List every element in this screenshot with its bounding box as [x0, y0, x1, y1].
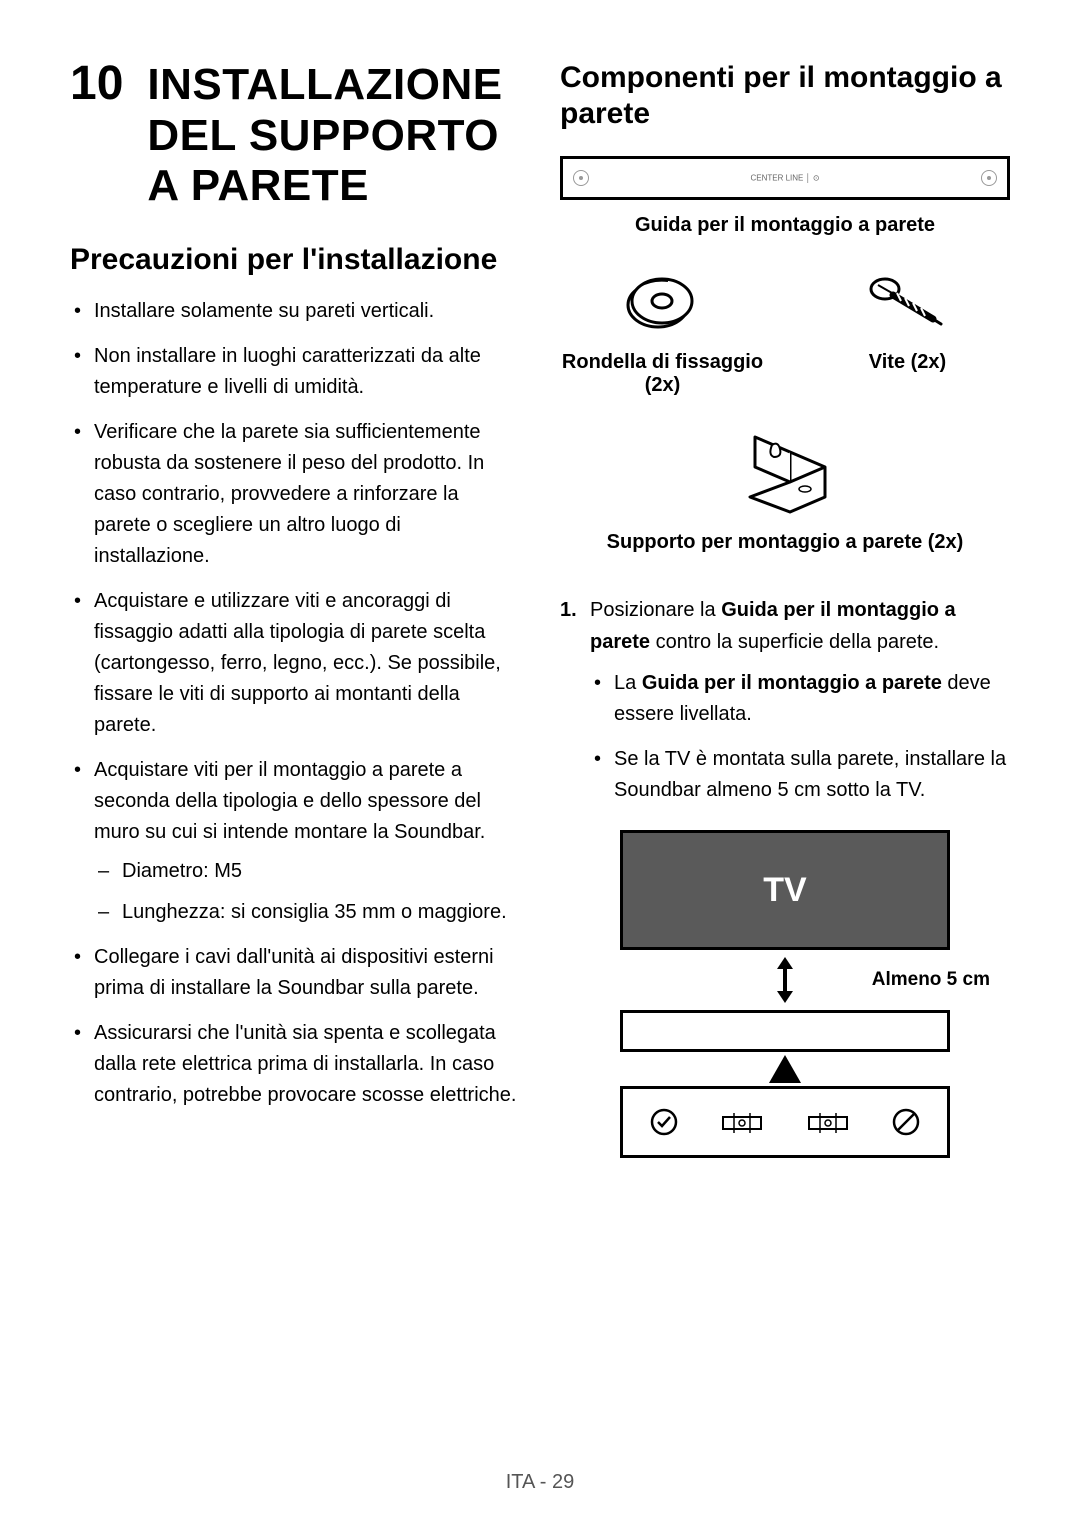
screw-figure: Vite (2x) [805, 267, 1010, 397]
precautions-list: Installare solamente su pareti verticali… [70, 296, 520, 1111]
list-sub-item: Diametro: M5 [122, 856, 520, 887]
bracket-small-icon [805, 1107, 851, 1137]
list-item: Assicurarsi che l'unità sia spenta e sco… [94, 1018, 520, 1111]
tv-clearance-diagram: TV Almeno 5 cm [620, 830, 950, 1158]
hole-icon [981, 170, 997, 186]
list-item: Installare solamente su pareti verticali… [94, 296, 520, 327]
section-number: 10 [70, 60, 123, 108]
screw-icon [863, 267, 953, 337]
check-circle-icon [649, 1107, 679, 1137]
step-sub-item: Se la TV è montata sulla parete, install… [614, 744, 1010, 806]
soundbar-box [620, 1010, 950, 1052]
bracket-icon [730, 427, 840, 517]
vertical-arrow-icon [771, 955, 799, 1005]
gap-label: Almeno 5 cm [872, 969, 990, 991]
wall-strip [620, 1086, 950, 1158]
screw-label: Vite (2x) [869, 351, 946, 374]
install-steps: 1. Posizionare la Guida per il montaggio… [560, 594, 1010, 806]
bracket-figure: Supporto per montaggio a parete (2x) [560, 427, 1010, 554]
guide-strip-figure: CENTER LINE │ ⊙ Guida per il montaggio a… [560, 156, 1010, 237]
list-item: Non installare in luoghi caratterizzati … [94, 341, 520, 403]
components-heading: Componenti per il montaggio a parete [560, 60, 1010, 132]
center-mark-icon: CENTER LINE │ ⊙ [750, 174, 819, 183]
list-sub-item: Lunghezza: si consiglia 35 mm o maggiore… [122, 897, 520, 928]
washer-icon [618, 267, 708, 337]
bracket-label: Supporto per montaggio a parete (2x) [607, 531, 964, 554]
step-sub-item: La Guida per il montaggio a parete deve … [614, 668, 1010, 730]
guide-label: Guida per il montaggio a parete [560, 214, 1010, 237]
tv-box: TV [620, 830, 950, 950]
page-footer: ITA - 29 [0, 1471, 1080, 1494]
list-item: Collegare i cavi dall'unità ai dispositi… [94, 942, 520, 1004]
section-title: INSTALLAZIONE DEL SUPPORTO A PARETE [147, 60, 520, 212]
step-item: 1. Posizionare la Guida per il montaggio… [590, 594, 1010, 806]
hole-icon [573, 170, 589, 186]
washer-figure: Rondella di fissaggio (2x) [560, 267, 765, 397]
list-item: Verificare che la parete sia sufficiente… [94, 417, 520, 572]
list-item: Acquistare e utilizzare viti e ancoraggi… [94, 586, 520, 741]
precautions-heading: Precauzioni per l'installazione [70, 242, 520, 278]
bracket-small-icon [719, 1107, 765, 1137]
washer-label: Rondella di fissaggio (2x) [560, 351, 765, 397]
list-item: Acquistare viti per il montaggio a paret… [94, 755, 520, 928]
prohibit-circle-icon [891, 1107, 921, 1137]
